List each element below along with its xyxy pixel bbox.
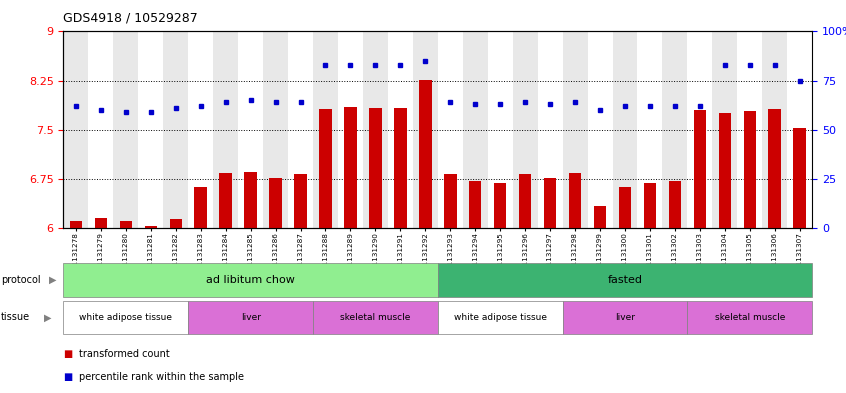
Bar (437, 31, 463, 228)
Bar (762, 31, 787, 228)
Bar (463, 31, 487, 228)
Bar (519, 174, 531, 228)
Bar (662, 31, 687, 228)
Bar (138, 31, 163, 228)
Bar (594, 206, 607, 228)
Bar (63, 301, 188, 334)
Bar (95, 218, 107, 228)
Bar (313, 31, 338, 228)
Bar (437, 301, 563, 334)
Bar (294, 174, 307, 228)
Text: ad libitum chow: ad libitum chow (206, 275, 295, 285)
Bar (69, 221, 82, 228)
Bar (737, 31, 762, 228)
Text: percentile rank within the sample: percentile rank within the sample (79, 372, 244, 382)
Bar (469, 181, 481, 228)
Text: GDS4918 / 10529287: GDS4918 / 10529287 (63, 12, 198, 25)
Bar (618, 187, 631, 228)
Bar (338, 31, 363, 228)
Bar (487, 31, 513, 228)
Bar (437, 263, 812, 297)
Bar (145, 226, 157, 228)
Bar (369, 108, 382, 228)
Bar (119, 221, 132, 228)
Bar (195, 187, 207, 228)
Text: ▶: ▶ (49, 275, 57, 285)
Bar (569, 173, 581, 228)
Text: white adipose tissue: white adipose tissue (80, 313, 173, 322)
Bar (169, 219, 182, 228)
Bar (694, 110, 706, 228)
Bar (213, 31, 238, 228)
Bar (363, 31, 387, 228)
Bar (768, 109, 781, 228)
Bar (513, 31, 537, 228)
Bar (687, 301, 812, 334)
Bar (88, 31, 113, 228)
Bar (613, 31, 637, 228)
Text: tissue: tissue (1, 312, 30, 322)
Bar (787, 31, 812, 228)
Bar (113, 31, 138, 228)
Bar (263, 31, 288, 228)
Bar (563, 31, 587, 228)
Bar (637, 31, 662, 228)
Text: skeletal muscle: skeletal muscle (715, 313, 785, 322)
Bar (419, 80, 431, 228)
Text: white adipose tissue: white adipose tissue (453, 313, 547, 322)
Bar (444, 174, 457, 228)
Bar (712, 31, 737, 228)
Bar (313, 301, 437, 334)
Bar (544, 178, 557, 228)
Bar (387, 31, 413, 228)
Text: liver: liver (615, 313, 635, 322)
Bar (319, 109, 332, 228)
Bar (537, 31, 563, 228)
Bar (238, 31, 263, 228)
Bar (587, 31, 613, 228)
Text: transformed count: transformed count (79, 349, 169, 359)
Bar (269, 178, 282, 228)
Bar (244, 172, 257, 228)
Bar (188, 31, 213, 228)
Text: liver: liver (240, 313, 261, 322)
Bar (188, 301, 313, 334)
Bar (744, 111, 756, 228)
Bar (394, 108, 407, 228)
Text: skeletal muscle: skeletal muscle (340, 313, 410, 322)
Bar (668, 181, 681, 228)
Text: fasted: fasted (607, 275, 642, 285)
Bar (344, 107, 357, 228)
Text: protocol: protocol (1, 275, 41, 285)
Bar (494, 184, 507, 228)
Bar (63, 263, 437, 297)
Bar (219, 173, 232, 228)
Bar (644, 184, 656, 228)
Bar (413, 31, 437, 228)
Bar (63, 31, 88, 228)
Text: ▶: ▶ (44, 312, 52, 322)
Bar (794, 129, 806, 228)
Bar (718, 113, 731, 228)
Text: ■: ■ (63, 372, 73, 382)
Bar (288, 31, 313, 228)
Text: ■: ■ (63, 349, 73, 359)
Bar (563, 301, 687, 334)
Bar (687, 31, 712, 228)
Bar (163, 31, 188, 228)
